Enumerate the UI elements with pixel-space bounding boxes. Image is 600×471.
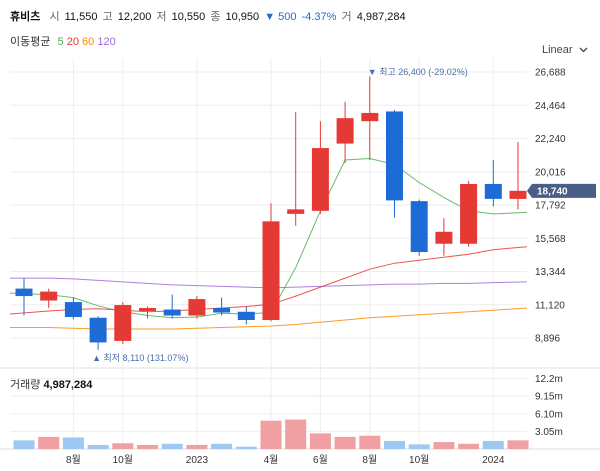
candle-body [188,299,206,316]
volume-bar [359,435,381,449]
annotations: ▼ 최고 26,400 (-29.02%) ▲ 최저 8,110 (131.07%… [92,67,596,363]
ma-60: 60 [82,36,95,48]
price-tick-label: 26,688 [535,68,566,79]
axes: 26,688 24,464 22,240 20,016 17,792 15,568 13,3… [66,68,566,467]
open-label: 시 [49,11,60,23]
x-tick-label: 10월 [113,454,133,466]
candle-body [15,288,33,297]
candle-body [509,190,527,199]
volume-bar [384,440,405,449]
volume-tick-label: 6.10m [535,409,563,420]
ma-5: 5 [57,36,64,48]
price-tick-label: 8,896 [535,334,560,345]
x-tick-label: 10월 [409,454,429,466]
change-value: ▼ 500 [264,11,297,23]
volume-bar [87,444,109,449]
close-value: 10,950 [225,11,260,23]
candle-body [163,309,181,316]
candle-body [139,308,156,312]
close-label: 종 [210,11,221,23]
candle-body [64,302,82,318]
chevron-down-icon [579,47,588,53]
volume-bar [285,419,307,449]
candle-body [484,183,502,199]
volume-bar [38,436,60,449]
moving-average-title: 이동평균 [10,36,51,48]
volume-bar [112,443,134,449]
x-tick-label: 4월 [264,454,279,466]
volume-bar [137,444,158,449]
ma-20: 20 [66,36,79,48]
candle-body [237,311,255,320]
x-tick-label: 6월 [313,454,328,466]
volume-tick-label: 9.15m [535,392,563,403]
scale-mode: Linear [542,44,573,56]
x-tick-label: 2023 [186,455,209,466]
volume-total: 4,987,284 [43,379,93,391]
price-tick-label: 24,464 [535,101,566,112]
volume-bar [13,440,35,449]
x-tick-label: 8월 [66,454,81,466]
volume-bar [408,444,430,449]
x-tick-label: 8월 [362,454,377,466]
volume-bar [62,437,84,449]
high-label: 고 [102,11,113,23]
candle-body [89,317,107,343]
volume-panel-label: 거래량 4,987,284 [10,376,92,392]
volume-bar [260,420,282,449]
x-tick-label: 2024 [482,455,505,466]
price-tick-label: 15,568 [535,234,566,245]
volume-bar [507,440,529,449]
low-annotation: ▲ 최저 8,110 (131.07%) [92,353,188,363]
volume-title: 거래량 [10,379,41,391]
last-price-badge [527,183,596,198]
price-tick-label: 11,120 [535,300,565,311]
high-annotation: ▼ 최고 26,400 (-29.02%) [368,67,468,77]
low-value: 10,550 [171,11,206,23]
candle-body [114,305,132,341]
candles [15,76,527,350]
volume-bar [433,442,455,449]
ma-120: 120 [97,36,116,48]
high-value: 12,200 [117,11,152,23]
price-tick-label: 20,016 [535,167,566,178]
candle-body [410,201,428,252]
volume-tick-label: 12.2m [535,374,563,385]
candle-body [361,112,379,122]
candle-body [435,231,453,244]
volume-value: 4,987,284 [356,11,406,23]
volume-bar [458,443,480,449]
price-tick-label: 17,792 [535,201,566,212]
change-percent: -4.37% [301,11,337,23]
candle-body [460,183,478,244]
stock-name: 휴비츠 [10,11,41,23]
candle-body [40,291,58,301]
volume-bar [161,443,183,449]
last-price-label: 18,740 [537,187,568,198]
candle-body [336,118,354,144]
volume-label: 거 [341,11,352,23]
volume-bar [482,440,504,449]
candle-body [287,209,305,214]
volume-tick-label: 3.05m [535,427,563,438]
candle-body [386,111,403,201]
candle-body [262,221,280,320]
volume-bar [235,446,257,449]
volume-bar [334,436,356,449]
candle-body [311,148,329,211]
volume-bar [186,444,208,449]
price-tick-label: 13,344 [535,267,566,278]
candle-body [213,308,231,313]
scale-selector[interactable]: Linear [542,44,588,56]
grid [0,58,600,450]
open-value: 11,550 [64,11,98,23]
price-tick-label: 22,240 [535,134,566,145]
low-label: 저 [156,11,167,23]
volume-bar [211,443,233,449]
volume-bar [309,433,331,449]
moving-average-legend[interactable]: 이동평균 5 20 60 120 [10,33,116,49]
price-summary: 휴비츠 시 11,550 고 12,200 저 10,550 종 10,950 … [10,8,408,24]
volume-bars [13,419,529,449]
